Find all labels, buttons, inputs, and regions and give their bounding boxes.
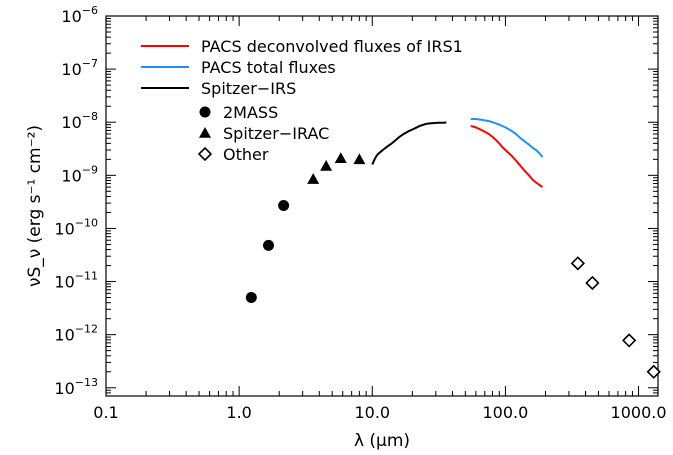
y-tick-label: 10−7: [61, 57, 98, 79]
x-tick-label: 0.1: [93, 403, 118, 422]
y-axis-label: νS_ν (erg s⁻¹ cm⁻²): [25, 125, 45, 287]
data-point-spitzer-irac: [334, 152, 347, 164]
data-point-2mass: [245, 292, 257, 304]
data-point-spitzer-irac: [353, 153, 366, 165]
data-point-2mass: [263, 239, 275, 251]
data-point-other: [646, 364, 661, 379]
x-tick-labels: 0.1 1.0 10.0 100.0 1000.0: [93, 403, 666, 422]
y-tick-label: 10−9: [61, 163, 98, 185]
x-tick-label: 100.0: [483, 403, 529, 422]
data-point-spitzer-irac: [307, 173, 320, 184]
y-tick-label: 10−8: [61, 110, 98, 132]
series-line-spitzer-irs: [371, 121, 447, 165]
axis-ticks: [105, 15, 658, 396]
legend-label: Spitzer−IRAC: [223, 124, 329, 143]
y-tick-label: 10−12: [54, 323, 98, 345]
x-axis-label: λ (μm): [354, 431, 410, 451]
plot-frame: [105, 15, 659, 397]
data-point-2mass: [278, 200, 290, 212]
x-tick-label: 10.0: [354, 403, 390, 422]
data-point-other: [622, 333, 637, 348]
legend-label: PACS deconvolved fluxes of IRS1: [201, 37, 463, 56]
series-markers: [245, 152, 661, 379]
legend-marker-diamond: [197, 146, 213, 162]
series-line-pacs-deconvolved-fluxes-of-irs1: [470, 125, 544, 188]
legend-label: Other: [223, 145, 269, 164]
x-tick-label: 1.0: [226, 403, 251, 422]
y-tick-label: 10−11: [54, 270, 98, 292]
data-point-other: [585, 275, 600, 291]
data-point-spitzer-irac: [320, 159, 333, 171]
legend-label: PACS total fluxes: [201, 58, 336, 77]
y-tick-label: 10−10: [54, 216, 98, 238]
legend-marker-triangle: [199, 127, 211, 138]
y-tick-label: 10−13: [54, 376, 98, 398]
legend-marker-circle: [199, 106, 211, 118]
series-line-pacs-total-fluxes: [470, 118, 544, 158]
legend: PACS deconvolved fluxes of IRS1 PACS tota…: [141, 37, 463, 164]
data-point-other: [570, 256, 585, 271]
legend-label: Spitzer−IRS: [201, 79, 296, 98]
x-tick-label: 1000.0: [611, 403, 667, 422]
y-tick-labels: 10−6 10−7 10−8 10−9 10−10 10−11 10−12 10−13: [54, 4, 98, 398]
y-tick-label: 10−6: [61, 4, 98, 26]
legend-label: 2MASS: [223, 103, 278, 122]
series-lines: [371, 118, 544, 188]
